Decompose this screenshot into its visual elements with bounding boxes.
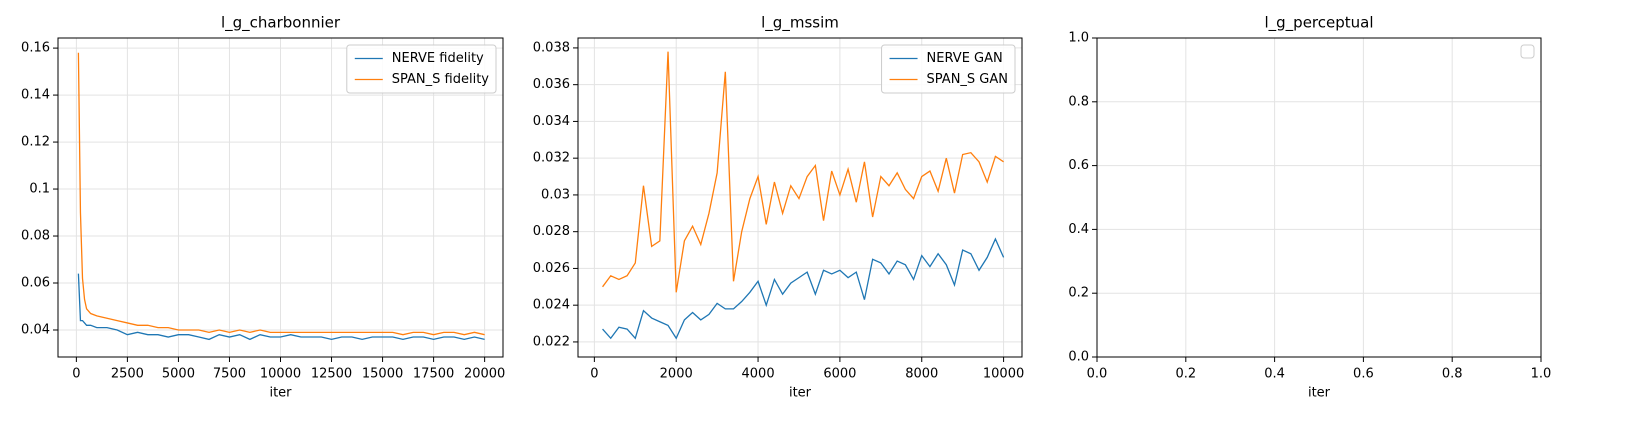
x-tick-label: 10000	[983, 367, 1024, 382]
y-tick-label: 0.1	[29, 182, 50, 197]
y-tick-label: 0.0	[1068, 350, 1089, 365]
y-tick-label: 0.022	[533, 334, 570, 349]
y-tick-label: 0.03	[541, 187, 570, 202]
x-tick-label: 1.0	[1531, 367, 1552, 382]
legend-label: SPAN_S fidelity	[392, 72, 490, 87]
x-tick-label: 0.8	[1442, 367, 1463, 382]
subplot: 0 2000 4000 6000 8000 10000 0.022 0.024 0.026 0.0…	[533, 14, 1024, 401]
legend-label: NERVE GAN	[927, 51, 1003, 66]
axes-frame	[57, 37, 504, 358]
axes-frame	[1096, 37, 1542, 358]
y-tick-label: 0.028	[533, 224, 570, 239]
legend-label: NERVE fidelity	[392, 51, 484, 66]
x-tick-label: 0.0	[1087, 367, 1108, 382]
legend-box	[881, 44, 1016, 94]
x-tick-label: 12500	[311, 367, 352, 382]
x-tick-label: 0.6	[1353, 367, 1374, 382]
y-tick-label: 0.8	[1068, 94, 1089, 109]
y-tick-label: 0.16	[21, 41, 50, 56]
x-tick-label: 0.2	[1175, 367, 1196, 382]
x-tick-label: 6000	[823, 367, 856, 382]
x-axis-label: iter	[269, 386, 292, 401]
x-tick-label: 5000	[162, 367, 195, 382]
y-tick-label: 0.038	[533, 40, 570, 55]
subplot: 0.0 0.2 0.4 0.6 0.8 1.0 0.0 0.2 0.4 0.6 0.8 1.0 l_g_…	[1068, 14, 1551, 401]
y-tick-label: 0.6	[1068, 158, 1089, 173]
line	[77, 52, 485, 336]
y-tick-label: 0.2	[1068, 286, 1089, 301]
legend: NERVE GAN SPAN_S GAN	[881, 44, 1016, 94]
x-tick-label: 0	[590, 367, 598, 382]
y-tick-label: 0.036	[533, 77, 570, 92]
legend	[1520, 44, 1535, 59]
x-tick-label: 0.4	[1264, 367, 1285, 382]
x-tick-label: 17500	[413, 367, 454, 382]
y-tick-label: 1.0	[1068, 31, 1089, 46]
legend-box	[346, 44, 497, 94]
y-tick-label: 0.034	[533, 114, 570, 129]
x-tick-label: 2000	[660, 367, 693, 382]
y-tick-label: 0.12	[21, 135, 50, 150]
subplot: 0 2500 5000 7500 10000 12500 15000 17500 20000 0.…	[21, 14, 505, 401]
legend-label: SPAN_S GAN	[927, 72, 1008, 87]
x-tick-label: 4000	[742, 367, 775, 382]
x-axis-label: iter	[1308, 386, 1331, 401]
y-tick-label: 0.14	[21, 88, 50, 103]
x-tick-label: 20000	[464, 367, 505, 382]
y-tick-label: 0.032	[533, 151, 570, 166]
chart-title: l_g_perceptual	[1264, 14, 1373, 33]
y-tick-label: 0.024	[533, 298, 570, 313]
line	[602, 237, 1005, 340]
legend: NERVE fidelity SPAN_S fidelity	[346, 44, 497, 94]
legend-box	[1520, 44, 1535, 59]
y-tick-label: 0.026	[533, 261, 570, 276]
x-tick-label: 0	[72, 367, 80, 382]
x-axis-label: iter	[789, 386, 812, 401]
x-tick-label: 8000	[905, 367, 938, 382]
y-tick-label: 0.04	[21, 322, 50, 337]
chart-title: l_g_charbonnier	[221, 14, 341, 33]
x-tick-label: 7500	[213, 367, 246, 382]
chart-title: l_g_mssim	[761, 14, 839, 33]
line	[77, 273, 485, 341]
y-tick-label: 0.4	[1068, 222, 1089, 237]
axes-frame	[577, 37, 1023, 358]
x-tick-label: 2500	[111, 367, 144, 382]
y-tick-label: 0.08	[21, 229, 50, 244]
x-tick-label: 15000	[362, 367, 403, 382]
y-tick-label: 0.06	[21, 276, 50, 291]
line	[602, 51, 1004, 293]
x-tick-label: 10000	[260, 367, 301, 382]
